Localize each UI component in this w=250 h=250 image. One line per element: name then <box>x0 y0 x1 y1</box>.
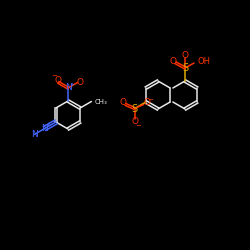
Text: +: + <box>69 82 74 86</box>
Text: −: − <box>148 96 154 102</box>
Text: O: O <box>76 78 83 87</box>
Text: −: − <box>136 122 141 128</box>
Text: OH: OH <box>198 56 211 66</box>
Text: O: O <box>131 117 138 126</box>
Text: O: O <box>143 98 150 107</box>
Text: CH₃: CH₃ <box>94 98 107 104</box>
Text: S: S <box>132 104 138 114</box>
Text: −: − <box>52 74 58 80</box>
Text: N: N <box>64 84 71 92</box>
Text: N: N <box>31 130 38 139</box>
Text: S: S <box>182 63 188 73</box>
Text: +: + <box>45 122 50 127</box>
Text: O: O <box>170 56 176 66</box>
Text: N: N <box>41 124 48 133</box>
Text: O: O <box>119 98 126 107</box>
Text: O: O <box>182 50 188 59</box>
Text: O: O <box>55 76 62 85</box>
